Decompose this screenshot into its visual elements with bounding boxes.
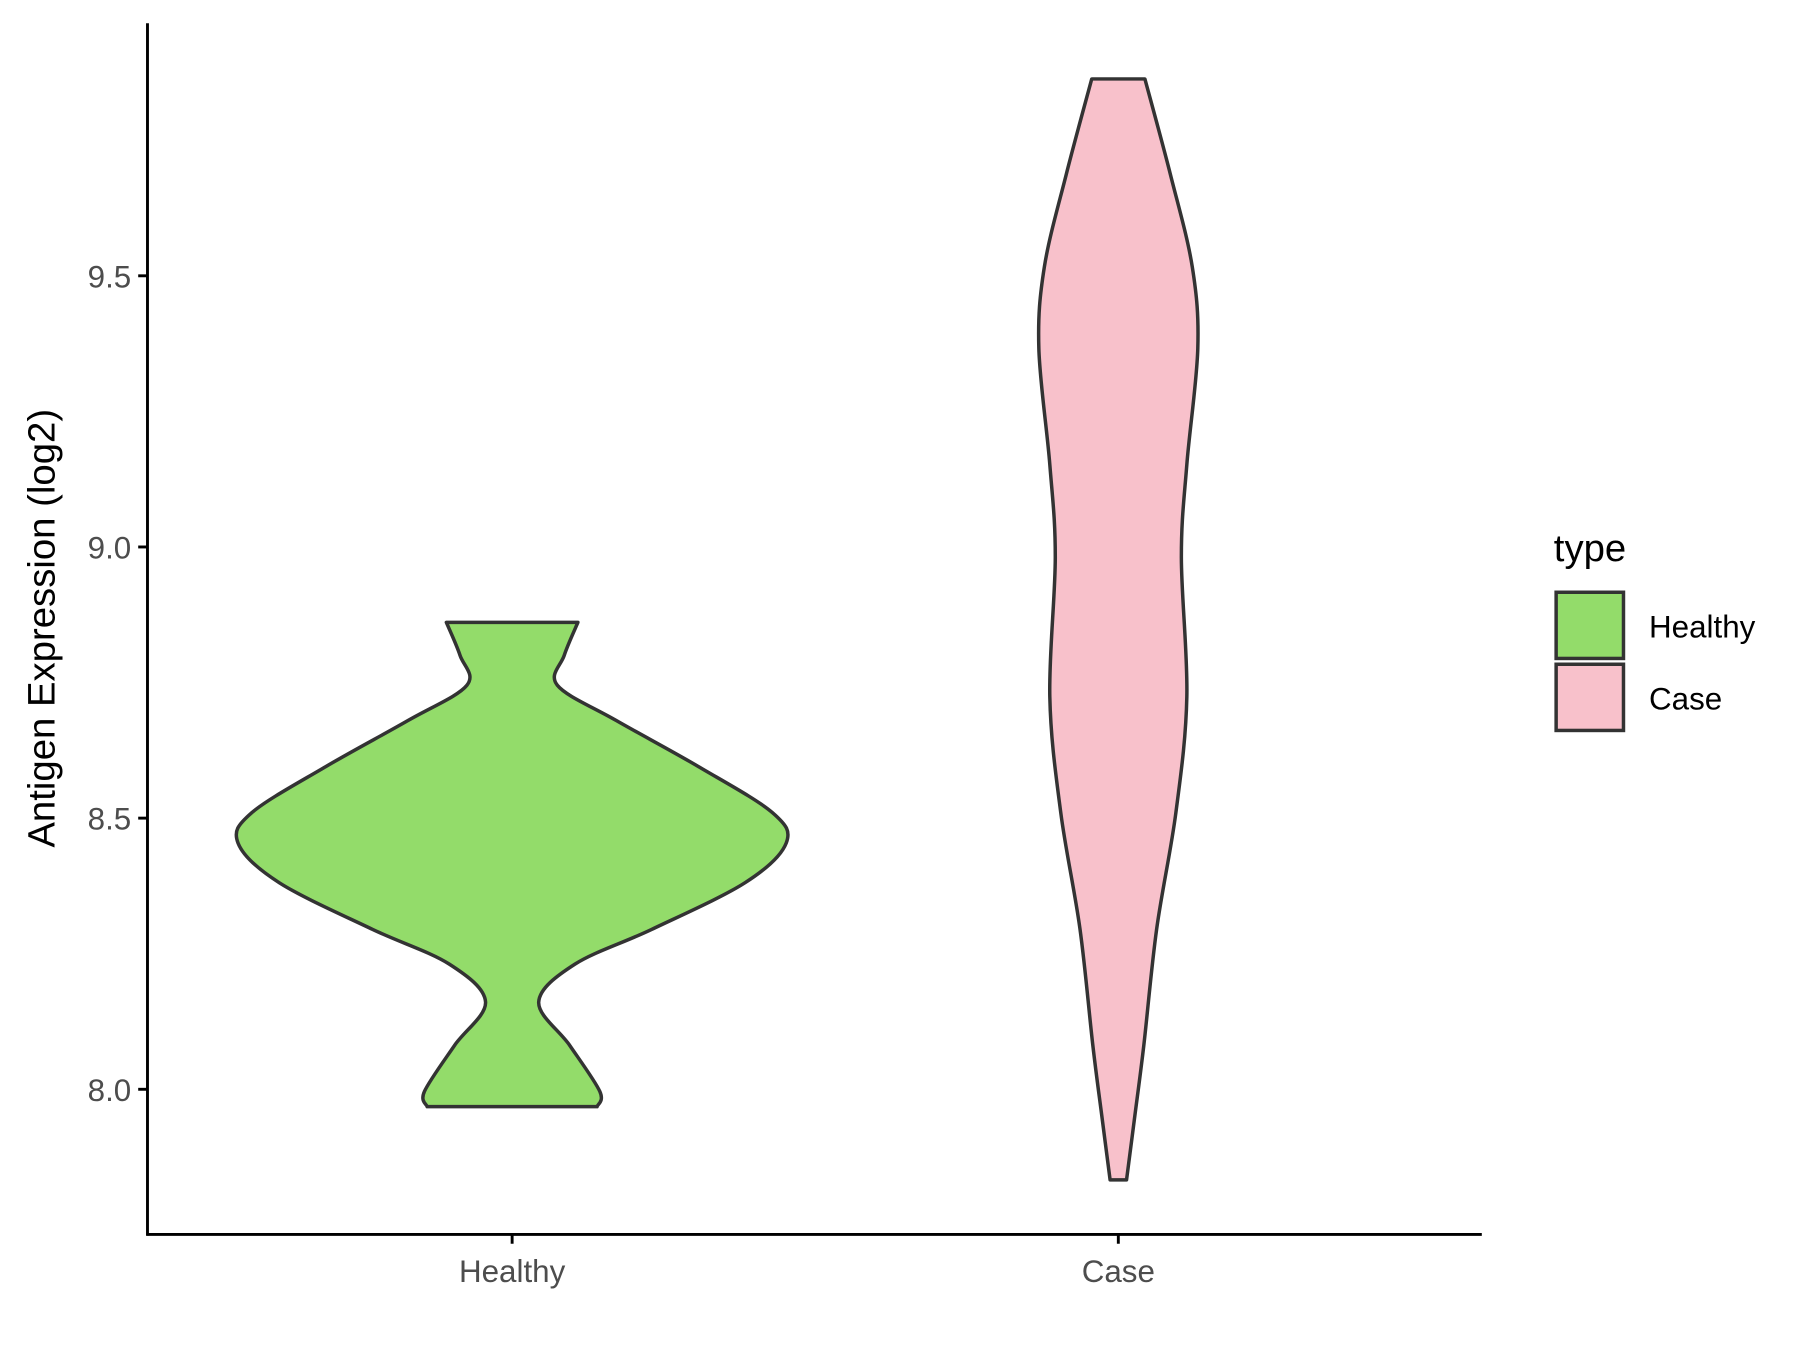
y-tick-label: 9.0	[88, 531, 132, 566]
x-tick-label: Healthy	[459, 1254, 566, 1289]
legend-key-healthy	[1554, 590, 1626, 661]
x-tick-label: Case	[1082, 1254, 1155, 1289]
violin-healthy	[234, 620, 790, 1109]
legend-label: Healthy	[1649, 610, 1756, 645]
y-tick-label: 8.5	[88, 802, 132, 837]
violins	[234, 77, 1200, 1182]
legend: type Healthy Case	[1554, 527, 1756, 733]
y-tick-label: 9.5	[88, 259, 132, 294]
y-tick-label: 8.0	[88, 1073, 132, 1108]
x-ticks: Healthy Case	[459, 1234, 1155, 1289]
legend-label: Case	[1649, 682, 1722, 717]
legend-title: type	[1554, 527, 1626, 570]
legend-key-case	[1554, 662, 1626, 733]
y-ticks: 8.0 8.5 9.0 9.5	[88, 259, 148, 1108]
y-axis-title: Antigen Expression (log2)	[21, 409, 64, 848]
violin-case	[1036, 77, 1200, 1182]
